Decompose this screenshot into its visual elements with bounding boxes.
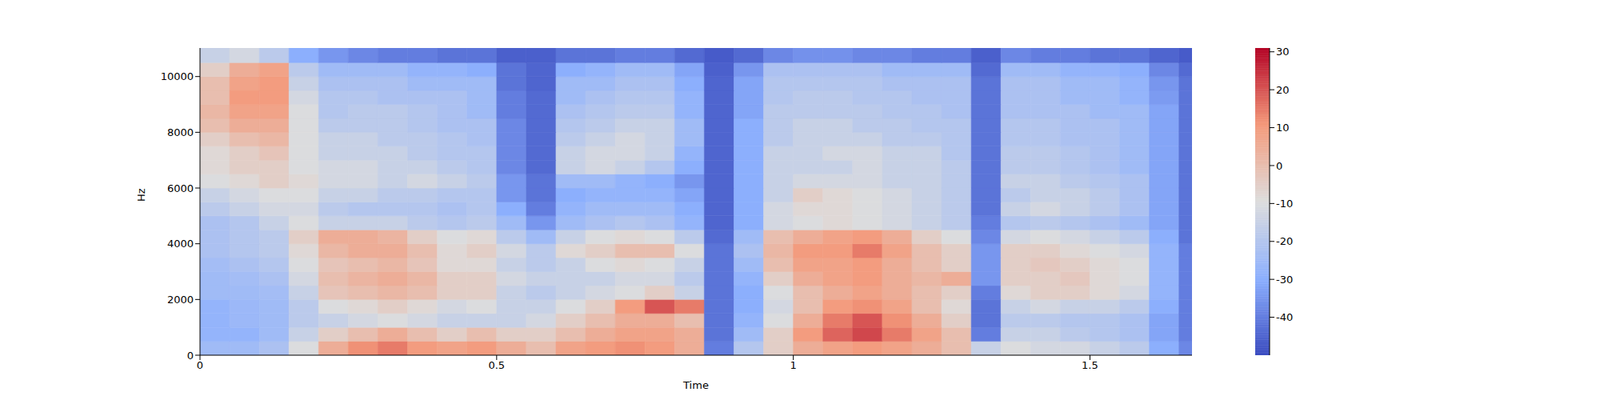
svg-text:0: 0 (196, 359, 204, 372)
svg-text:6000: 6000 (167, 182, 194, 195)
svg-text:2000: 2000 (167, 293, 194, 306)
svg-text:0.5: 0.5 (488, 359, 505, 372)
svg-text:4000: 4000 (167, 237, 194, 250)
svg-text:1: 1 (789, 359, 796, 372)
svg-text:30: 30 (1276, 45, 1290, 58)
svg-text:8000: 8000 (167, 126, 194, 139)
svg-text:0: 0 (1276, 160, 1283, 172)
svg-text:20: 20 (1276, 84, 1290, 96)
svg-text:-20: -20 (1276, 235, 1293, 248)
svg-text:-30: -30 (1276, 273, 1293, 286)
svg-text:10000: 10000 (160, 70, 194, 83)
svg-text:-40: -40 (1276, 311, 1293, 324)
svg-text:1.5: 1.5 (1081, 359, 1099, 372)
svg-text:Time: Time (682, 379, 709, 392)
svg-text:Hz: Hz (135, 188, 148, 202)
svg-text:-10: -10 (1276, 197, 1293, 210)
svg-text:10: 10 (1276, 121, 1290, 134)
svg-text:0: 0 (187, 349, 194, 362)
